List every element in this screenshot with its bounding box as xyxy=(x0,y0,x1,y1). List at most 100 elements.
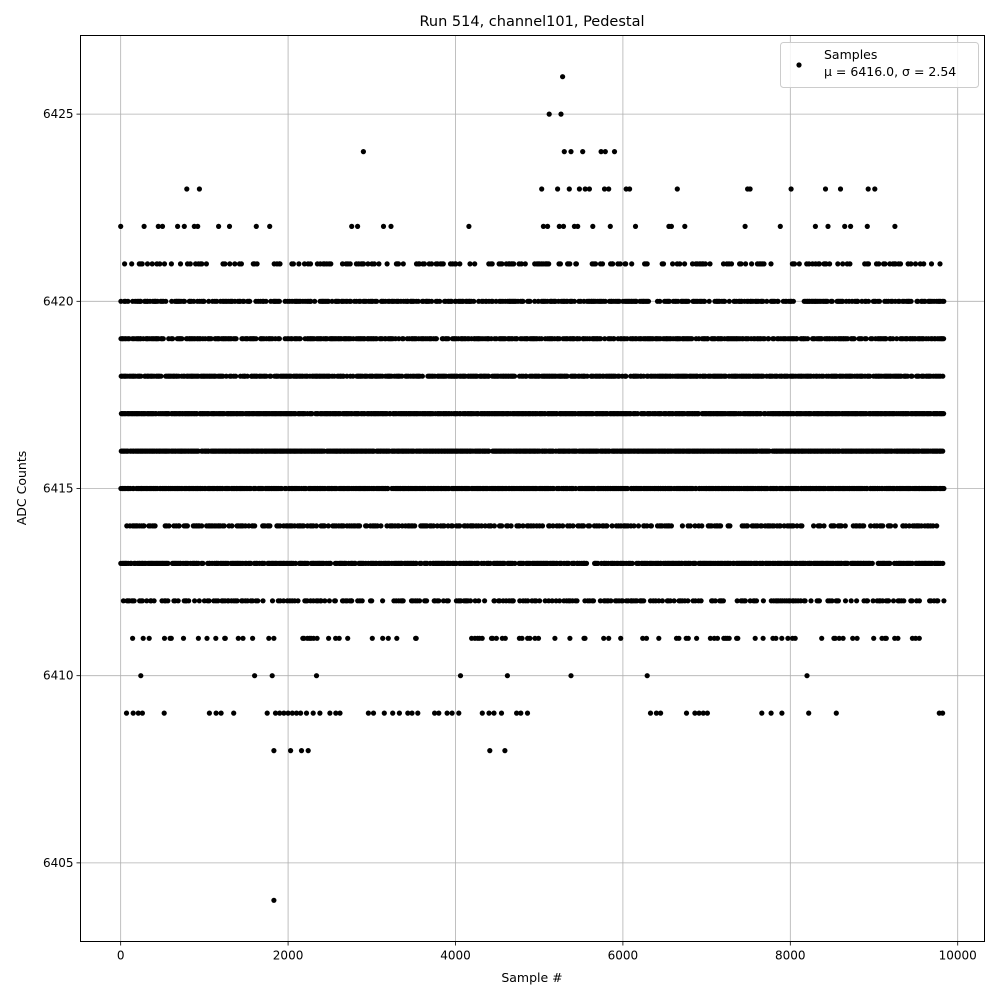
data-point xyxy=(597,598,604,604)
data-point xyxy=(921,261,927,267)
data-point xyxy=(940,560,946,567)
data-point xyxy=(766,336,772,342)
data-point xyxy=(760,298,766,304)
data-point xyxy=(608,598,614,604)
data-point xyxy=(913,635,919,641)
data-point xyxy=(908,298,914,304)
data-point xyxy=(263,298,269,304)
data-point xyxy=(223,373,229,379)
data-point xyxy=(144,261,151,267)
data-point xyxy=(835,261,841,267)
data-point xyxy=(381,710,387,716)
data-point xyxy=(487,748,493,754)
data-point xyxy=(168,635,174,641)
data-point xyxy=(689,336,695,342)
data-point xyxy=(617,261,623,267)
x-tick-label: 0 xyxy=(117,949,125,963)
data-point xyxy=(539,523,546,529)
data-point xyxy=(181,298,188,304)
data-point xyxy=(204,635,210,641)
data-point xyxy=(685,598,691,604)
data-point xyxy=(214,298,220,304)
data-point xyxy=(138,673,144,679)
data-point xyxy=(268,373,274,379)
data-point xyxy=(298,710,304,716)
data-point xyxy=(702,261,709,267)
data-point xyxy=(206,710,212,716)
data-point xyxy=(161,710,167,716)
x-tick-label: 4000 xyxy=(440,949,471,963)
data-point xyxy=(238,261,244,267)
data-point xyxy=(598,149,604,155)
data-point xyxy=(400,261,406,267)
data-point xyxy=(161,635,168,641)
data-point xyxy=(743,261,749,267)
data-point xyxy=(790,523,796,529)
data-point xyxy=(276,298,282,304)
data-point xyxy=(339,261,346,267)
data-point xyxy=(607,223,613,229)
data-point xyxy=(307,261,314,267)
data-point xyxy=(876,261,882,267)
data-point xyxy=(687,523,693,529)
data-point xyxy=(206,598,212,604)
data-point xyxy=(566,186,572,192)
data-point xyxy=(161,261,168,267)
data-point xyxy=(683,710,690,716)
data-point xyxy=(648,523,655,529)
data-point xyxy=(472,261,478,267)
data-point xyxy=(895,635,901,641)
data-point xyxy=(714,635,721,641)
data-point xyxy=(467,598,474,604)
data-point xyxy=(260,598,266,604)
data-point xyxy=(486,373,492,379)
data-point xyxy=(453,261,459,267)
data-point xyxy=(476,598,482,604)
data-point xyxy=(347,261,353,267)
data-point xyxy=(467,261,473,267)
data-point xyxy=(623,373,629,379)
data-point xyxy=(854,635,860,641)
data-point xyxy=(511,373,518,379)
data-point xyxy=(916,598,923,604)
data-point xyxy=(433,336,439,342)
data-point xyxy=(215,598,221,604)
data-point xyxy=(606,186,612,192)
data-point xyxy=(555,186,561,192)
data-point xyxy=(231,710,237,716)
data-point xyxy=(352,560,358,567)
data-point xyxy=(870,598,876,604)
data-point xyxy=(886,598,892,604)
data-point xyxy=(417,598,423,604)
data-point xyxy=(328,261,334,267)
x-tick-label: 2000 xyxy=(273,949,304,963)
data-point xyxy=(457,673,464,679)
data-point xyxy=(644,261,650,267)
data-point xyxy=(744,523,751,529)
data-point xyxy=(753,598,760,604)
data-point xyxy=(616,298,622,304)
data-point xyxy=(519,635,525,641)
data-point xyxy=(184,523,190,529)
data-point xyxy=(396,710,402,716)
data-point xyxy=(222,635,228,641)
data-point xyxy=(196,598,202,604)
data-point xyxy=(558,111,564,117)
data-point xyxy=(599,261,606,267)
data-point xyxy=(842,523,848,529)
data-point xyxy=(295,598,301,604)
data-point xyxy=(742,223,748,229)
data-point xyxy=(213,635,219,641)
data-point xyxy=(829,598,835,604)
data-point xyxy=(682,223,688,229)
data-point xyxy=(364,523,370,529)
data-point xyxy=(400,598,406,604)
data-point xyxy=(310,710,316,716)
data-point xyxy=(457,523,463,529)
data-point xyxy=(735,635,741,641)
data-point xyxy=(357,523,363,529)
data-point xyxy=(244,373,250,379)
data-point xyxy=(941,485,947,492)
data-point xyxy=(518,261,525,267)
data-point xyxy=(592,261,599,267)
